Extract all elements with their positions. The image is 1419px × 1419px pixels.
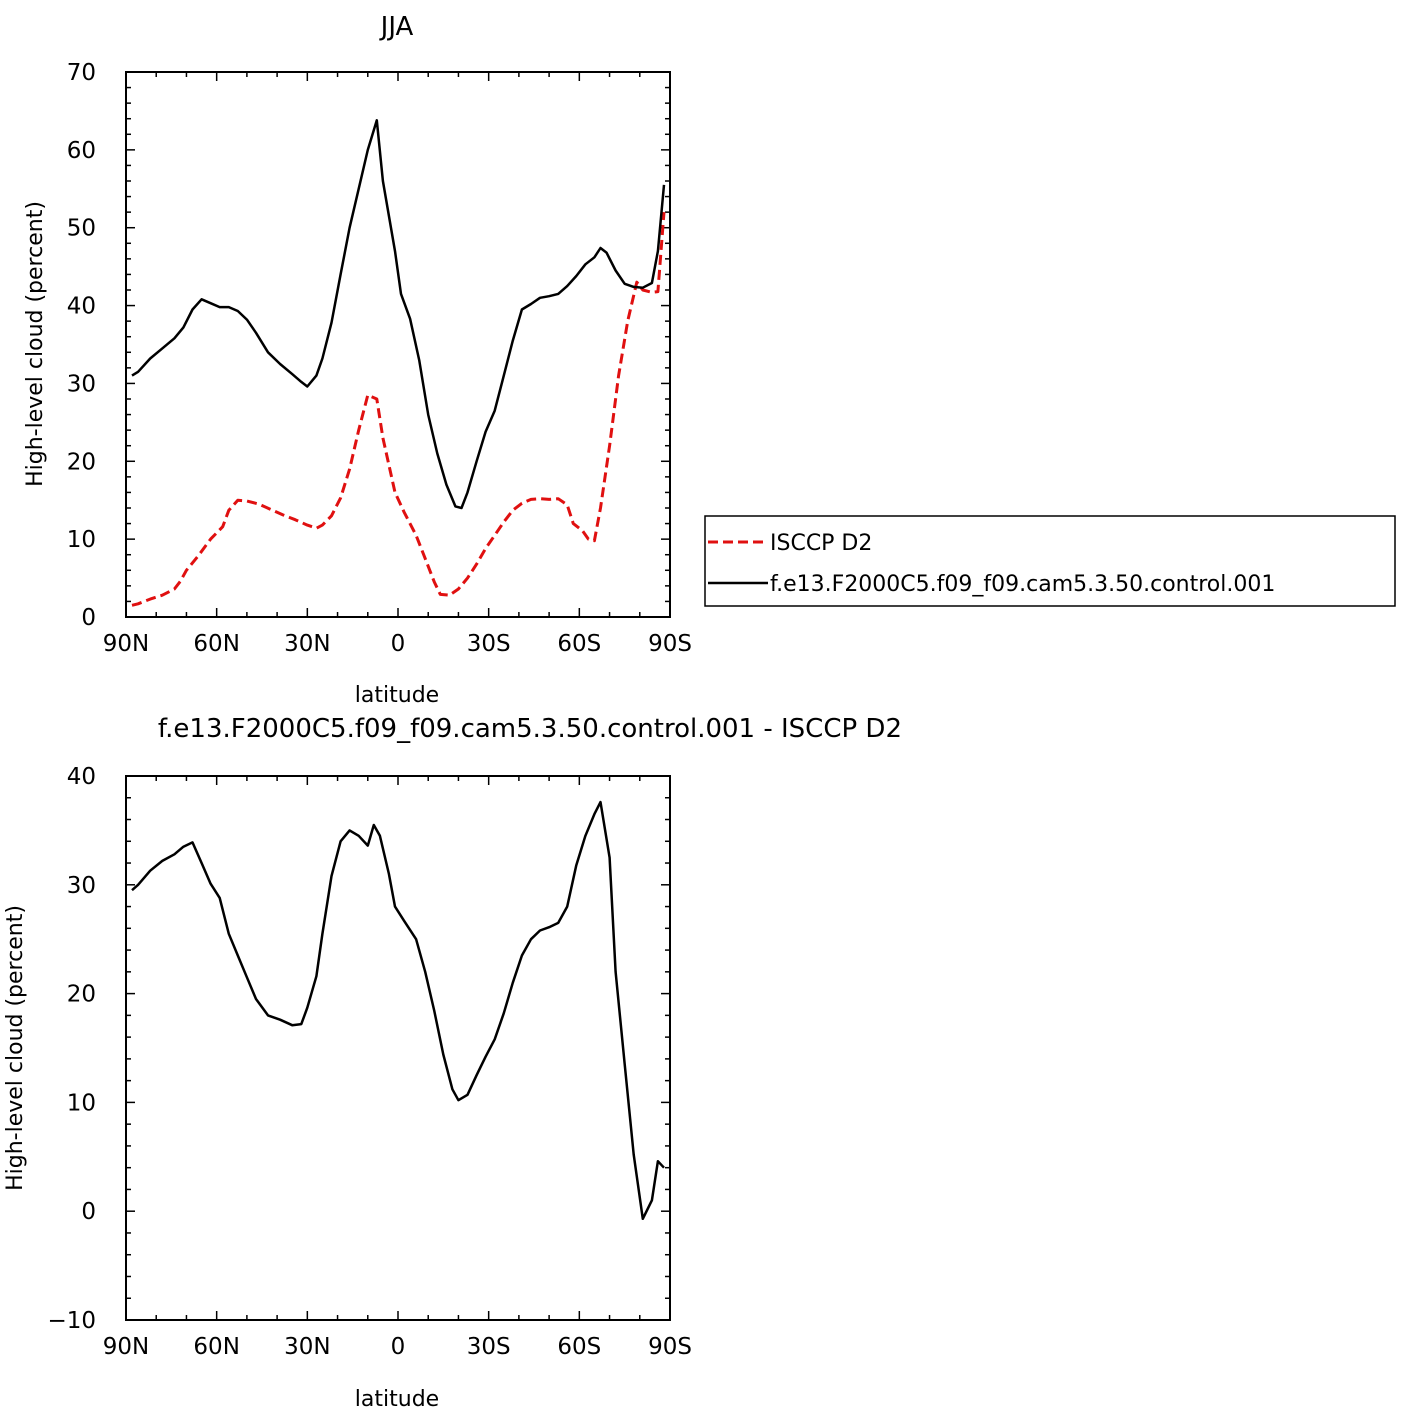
top-x-tick-label: 60S [557, 631, 601, 657]
top-x-tick-label: 90S [648, 631, 692, 657]
bottom-series-group [131, 800, 665, 1221]
bottom-y-axis-label: High-level cloud (percent) [3, 905, 28, 1191]
bottom-x-axis-label: latitude [355, 1387, 439, 1412]
top-y-axis-label: High-level cloud (percent) [23, 201, 48, 487]
bottom-y-tick-label: 40 [67, 764, 96, 790]
top-x-tick-label: 30N [284, 631, 330, 657]
bottom-x-tick-label: 60S [557, 1334, 601, 1360]
bottom-axes: 90N 60N 30N 0 30S 60S 90S −10 0 10 20 30 40 [47, 764, 691, 1360]
top-x-tick-label: 30S [467, 631, 511, 657]
legend-box [704, 515, 1396, 607]
bottom-y-tick-label: 20 [67, 982, 96, 1008]
top-y-tick-label: 70 [67, 60, 96, 86]
legend: ISCCP D2 f.e13.F2000C5.f09_f09.cam5.3.50… [704, 515, 1396, 607]
bottom-x-tick-label: 90S [648, 1334, 692, 1360]
top-x-tick-label: 0 [391, 631, 406, 657]
bottom-y-tick-label: 0 [81, 1199, 96, 1225]
top-x-tick-label: 60N [193, 631, 239, 657]
bottom-x-tick-label: 30S [467, 1334, 511, 1360]
top-panel: JJA 90N 60N 30N 0 30S 60S 90S 0 10 20 30 40 50 60 70 l… [23, 12, 692, 708]
top-axes: 90N 60N 30N 0 30S 60S 90S 0 10 20 30 40 50 60 70 [67, 60, 692, 657]
top-y-tick-label: 50 [67, 216, 96, 242]
bottom-panel: f.e13.F2000C5.f09_f09.cam5.3.50.control.… [3, 714, 902, 1412]
bottom-x-tick-label: 90N [103, 1334, 149, 1360]
bottom-x-tick-label: 0 [391, 1334, 406, 1360]
bottom-y-tick-label: −10 [47, 1308, 96, 1334]
bottom-chart-title: f.e13.F2000C5.f09_f09.cam5.3.50.control.… [158, 714, 902, 744]
top-y-tick-label: 40 [67, 294, 96, 320]
top-y-tick-label: 0 [81, 605, 96, 631]
top-series-line-model [131, 119, 666, 510]
bottom-y-tick-label: 30 [67, 873, 96, 899]
top-y-tick-label: 20 [67, 449, 96, 475]
top-series-line-isccp [131, 211, 666, 607]
bottom-x-tick-label: 30N [284, 1334, 330, 1360]
top-y-tick-label: 60 [67, 138, 96, 164]
top-x-tick-label: 90N [103, 631, 149, 657]
legend-label-isccp: ISCCP D2 [770, 531, 872, 556]
top-y-tick-label: 10 [67, 527, 96, 553]
top-x-axis-label: latitude [355, 683, 439, 708]
top-series-group [131, 119, 666, 607]
top-chart-title: JJA [379, 12, 414, 42]
top-y-tick-label: 30 [67, 371, 96, 397]
bottom-y-tick-label: 10 [67, 1090, 96, 1116]
bottom-series-line-model [131, 800, 665, 1221]
bottom-x-tick-label: 60N [193, 1334, 239, 1360]
bottom-plot-frame [125, 775, 671, 1321]
top-plot-frame [125, 71, 671, 618]
legend-label-model: f.e13.F2000C5.f09_f09.cam5.3.50.control.… [770, 572, 1275, 597]
